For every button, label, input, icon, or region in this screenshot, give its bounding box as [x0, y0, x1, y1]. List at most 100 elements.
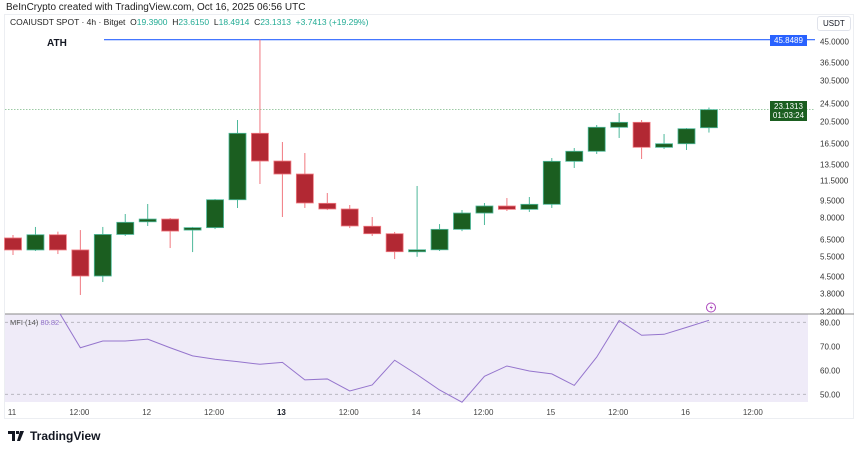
price-tick: 24.5000 — [820, 99, 849, 109]
candle[interactable] — [4, 235, 22, 255]
time-tick: 12:00 — [608, 408, 629, 417]
candle[interactable] — [700, 107, 718, 133]
time-tick: 14 — [411, 408, 421, 417]
candle-body — [542, 160, 561, 205]
candle[interactable] — [475, 202, 494, 226]
candle-body — [318, 202, 337, 210]
candle-body — [363, 225, 382, 235]
candle[interactable] — [497, 198, 516, 211]
last-price-tag: 23.1313 01:03:24 — [770, 101, 807, 121]
candle-body — [497, 205, 516, 210]
candle-body — [632, 121, 651, 148]
price-tick: 13.5000 — [820, 160, 849, 170]
candle-body — [4, 237, 22, 251]
candle-body — [677, 128, 696, 145]
mfi-line — [59, 314, 710, 403]
candle[interactable] — [116, 214, 135, 236]
candle[interactable] — [93, 226, 112, 283]
tradingview-logo-icon — [8, 431, 24, 441]
tradingview-logo[interactable]: TradingView — [8, 429, 100, 443]
candle-body — [116, 221, 135, 235]
candle[interactable] — [610, 112, 629, 138]
candle[interactable] — [363, 217, 382, 236]
time-tick: 12:00 — [338, 408, 359, 417]
candle-body — [161, 218, 180, 232]
alert-icon[interactable] — [706, 302, 716, 313]
ath-price-tag: 45.8489 — [770, 35, 807, 46]
candle-body — [251, 132, 269, 162]
high-label: H — [172, 17, 179, 27]
candle[interactable] — [430, 224, 449, 251]
candle-body — [610, 121, 629, 128]
candle-body — [453, 212, 471, 230]
candle[interactable] — [453, 210, 471, 232]
candle[interactable] — [138, 203, 157, 226]
high-value: 23.6150 — [178, 17, 210, 27]
time-tick: 11 — [7, 408, 17, 417]
candle[interactable] — [318, 193, 337, 211]
currency-button[interactable]: USDT — [817, 16, 851, 31]
price-tick: 30.5000 — [820, 76, 849, 86]
candle[interactable] — [542, 158, 561, 208]
price-tick: 3.8000 — [820, 289, 845, 299]
brand-name: TradingView — [30, 429, 101, 443]
price-tick: 4.5000 — [820, 272, 845, 282]
candle[interactable] — [183, 226, 202, 253]
time-tick: 12:00 — [69, 408, 90, 417]
chart-frame — [4, 14, 854, 419]
candle[interactable] — [677, 128, 696, 151]
candle[interactable] — [273, 142, 292, 218]
candle[interactable] — [161, 218, 180, 249]
bar-countdown: 01:03:24 — [772, 111, 805, 120]
candle-body — [183, 227, 202, 231]
candle-body — [138, 218, 157, 223]
close-value: 23.1313 — [260, 17, 291, 27]
mfi-legend[interactable]: MFI (14) 80.82 — [10, 318, 59, 327]
candle-body — [565, 150, 584, 162]
candle[interactable] — [71, 230, 90, 295]
candle[interactable] — [655, 134, 673, 149]
time-tick: 13 — [276, 408, 286, 417]
price-tick: 45.0000 — [820, 37, 849, 47]
candle-body — [93, 234, 112, 277]
candle[interactable] — [49, 231, 67, 255]
price-tick: 6.5000 — [820, 235, 845, 245]
time-tick: 12:00 — [473, 408, 494, 417]
candle-body — [49, 234, 67, 251]
candle[interactable] — [385, 231, 404, 260]
low-label: L — [213, 17, 219, 27]
ath-annotation: ATH — [47, 38, 67, 49]
mfi-panel-bg — [5, 314, 808, 402]
candle[interactable] — [520, 196, 539, 212]
candle[interactable] — [206, 198, 224, 230]
price-tick: 16.5000 — [820, 139, 849, 149]
open-value: 19.3900 — [136, 17, 168, 27]
symbol-legend: COAIUSDT SPOT · 4h · Bitget O19.3900 H23… — [10, 17, 368, 27]
mfi-title: MFI (14) — [10, 318, 39, 327]
candle[interactable] — [228, 119, 247, 208]
price-tick: 11.5000 — [820, 176, 849, 186]
candle-body — [228, 132, 247, 201]
candle[interactable] — [632, 119, 651, 160]
low-value: 18.4914 — [218, 17, 250, 27]
candle-body — [273, 160, 292, 175]
close-label: C — [254, 17, 261, 27]
time-tick: 15 — [546, 408, 556, 417]
candle[interactable] — [295, 153, 314, 208]
symbol-name[interactable]: COAIUSDT SPOT · 4h · Bitget — [10, 17, 126, 27]
candle[interactable] — [251, 39, 269, 185]
price-tick: 36.5000 — [820, 58, 849, 68]
candle[interactable] — [340, 204, 359, 229]
time-tick: 12 — [142, 408, 152, 417]
candle[interactable] — [408, 185, 427, 257]
candle-body — [587, 126, 606, 152]
candle-body — [700, 109, 718, 129]
candle[interactable] — [587, 125, 606, 154]
mfi-tick: 70.00 — [820, 342, 841, 352]
candle-body — [385, 233, 404, 253]
time-tick: 12:00 — [204, 408, 225, 417]
candle[interactable] — [26, 226, 45, 251]
candle[interactable] — [565, 148, 584, 168]
candle-body — [655, 143, 673, 148]
